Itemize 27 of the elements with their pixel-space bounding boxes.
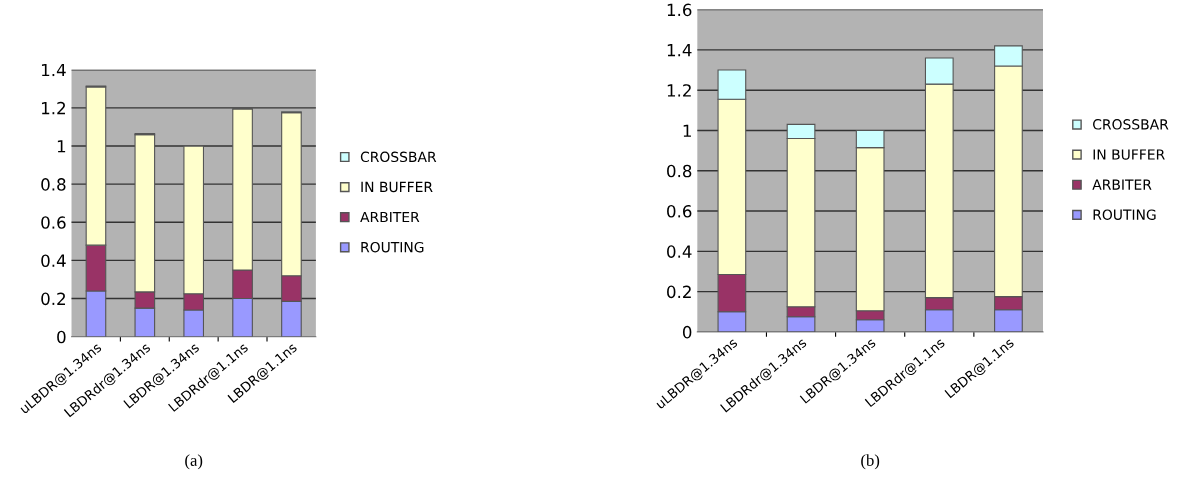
y-tick-label: 1.4 <box>41 63 66 77</box>
y-tick-label: 1.2 <box>41 101 65 115</box>
legend-label: IN BUFFER <box>1093 149 1165 160</box>
legend-label: IN BUFFER <box>361 181 433 193</box>
legend-label: ARBITER <box>360 211 420 223</box>
legend-label: ROUTING <box>361 241 424 253</box>
legend-label: ROUTING <box>1093 209 1156 220</box>
y-tick-label: 0.6 <box>667 205 692 218</box>
y-tick-label: 1.6 <box>667 3 692 17</box>
text: (a) <box>185 454 203 470</box>
y-tick-label: 0.4 <box>41 254 66 267</box>
y-tick-label: 0.8 <box>41 178 66 191</box>
y-tick-label: 0.8 <box>667 164 692 178</box>
legend-label: ARBITER <box>1092 179 1152 190</box>
y-tick-label: 0.6 <box>41 216 66 229</box>
y-tick-label: 1 <box>683 124 691 137</box>
legend-label: CROSSBAR <box>1093 119 1169 130</box>
y-tick-label: 0.4 <box>667 245 692 258</box>
y-tick-label: 1 <box>57 140 66 153</box>
legend-label: CROSSBAR <box>360 151 437 163</box>
y-tick-label: 0 <box>57 330 66 344</box>
y-tick-label: 0.2 <box>667 285 691 299</box>
y-tick-label: 1.4 <box>667 44 692 57</box>
y-tick-label: 0.2 <box>41 292 65 306</box>
text: (b) <box>861 454 880 470</box>
y-tick-label: 0 <box>682 325 692 339</box>
y-tick-label: 1.2 <box>667 84 691 97</box>
